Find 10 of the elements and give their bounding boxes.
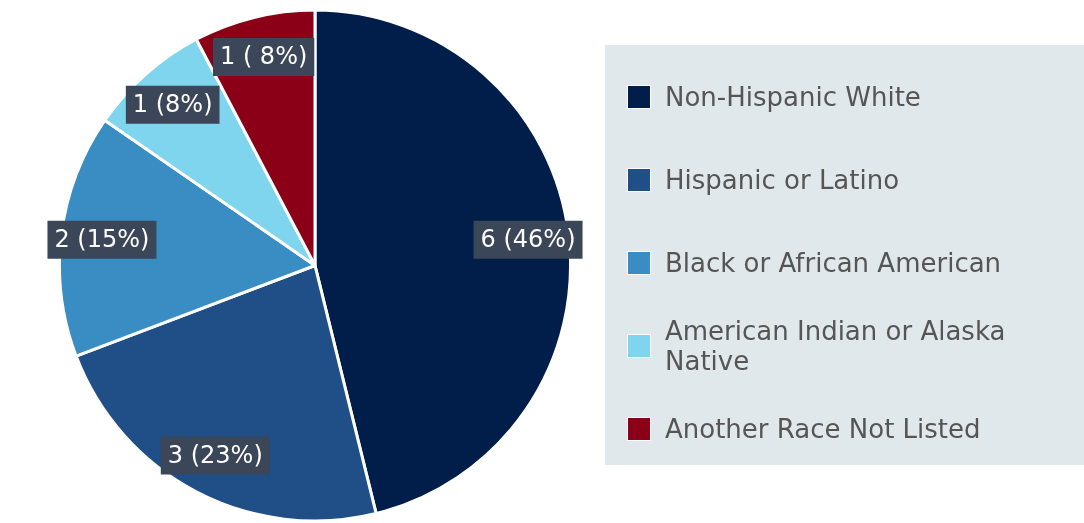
legend-label: Another Race Not Listed: [665, 413, 981, 444]
data-label: 1 ( 8%): [219, 42, 308, 71]
legend-label: Black or African American: [665, 247, 1002, 278]
data-label: 1 (8%): [132, 90, 213, 119]
data-label: 2 (15%): [54, 224, 150, 253]
legend-label: Non-Hispanic White: [665, 81, 921, 112]
legend-label: American Indian or Alaska Native: [665, 315, 1007, 376]
legend-label: Hispanic or Latino: [665, 164, 900, 195]
data-label: 6 (46%): [480, 224, 576, 253]
data-label: 3 (23%): [167, 440, 263, 469]
